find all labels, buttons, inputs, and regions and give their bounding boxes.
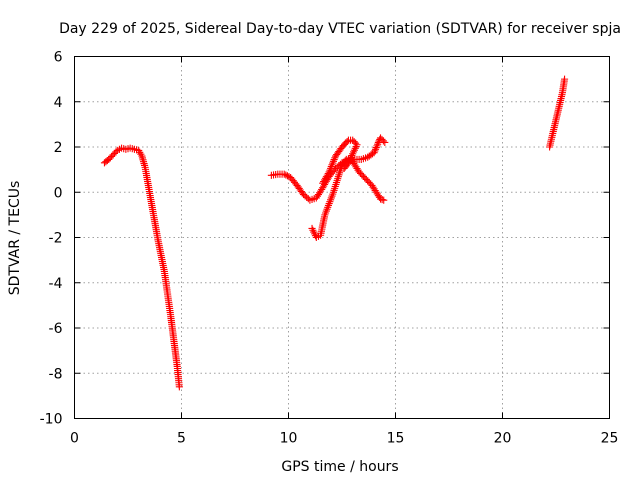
y-tick-label: -8 <box>49 366 63 382</box>
data-point <box>175 383 183 391</box>
x-tick-label: 25 <box>601 431 619 447</box>
y-tick-label: -6 <box>49 321 63 337</box>
data-point <box>561 75 569 83</box>
y-tick-labels: -10 -8 -6 -4 -2 0 2 4 6 <box>40 50 63 428</box>
y-tick-label: -4 <box>49 276 63 292</box>
chart-title: Day 229 of 2025, Sidereal Day-to-day VTE… <box>59 21 621 37</box>
axis-ticks <box>74 56 610 419</box>
x-tick-label: 20 <box>494 431 512 447</box>
y-tick-label: 4 <box>54 95 63 111</box>
grid-lines <box>74 56 610 419</box>
x-tick-label: 5 <box>177 431 186 447</box>
y-tick-label: -10 <box>40 412 63 428</box>
x-tick-label: 0 <box>70 431 79 447</box>
y-tick-label: 0 <box>54 185 63 201</box>
x-axis-label: GPS time / hours <box>281 459 398 475</box>
data-point <box>341 140 349 148</box>
data-point <box>339 142 347 150</box>
data-point <box>343 138 351 146</box>
data-point <box>103 157 111 165</box>
data-points <box>100 75 569 391</box>
data-point <box>338 143 346 151</box>
data-point <box>342 139 350 147</box>
x-tick-labels: 0 5 10 15 20 25 <box>70 431 618 447</box>
data-point <box>380 196 388 204</box>
y-axis-label: SDTVAR / TECUs <box>7 181 23 296</box>
x-tick-label: 10 <box>280 431 298 447</box>
y-tick-label: 6 <box>54 50 63 66</box>
x-tick-label: 15 <box>387 431 405 447</box>
y-tick-label: -2 <box>49 231 63 247</box>
data-point <box>340 164 348 173</box>
data-point <box>341 163 349 171</box>
y-tick-label: 2 <box>54 140 63 156</box>
data-point <box>381 138 389 147</box>
